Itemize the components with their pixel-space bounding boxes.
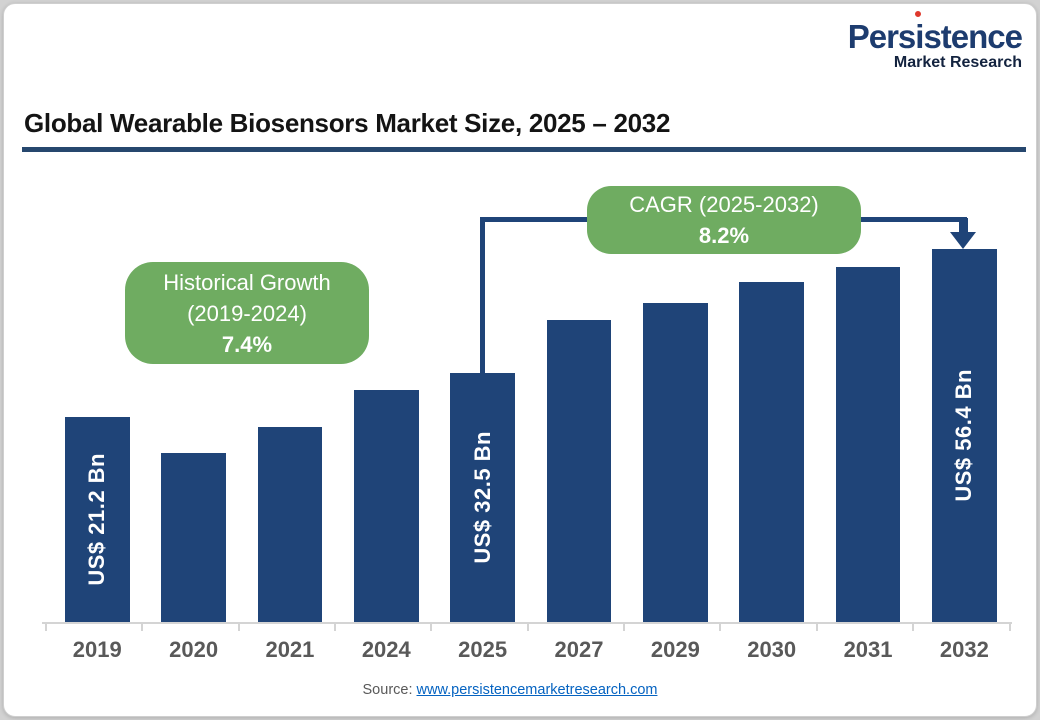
- cagr-callout: CAGR (2025-2032) 8.2%: [587, 186, 861, 254]
- x-axis-label-2019: 2019: [72, 637, 122, 662]
- bar-2020: [161, 453, 226, 622]
- persistence-market-research-logo: Pers istence Market Research: [848, 11, 1023, 71]
- bar-value-label-2019: US$ 21.2 Bn: [84, 453, 110, 586]
- bar-chart: Historical Growth (2019-2024) 7.4% CAGR …: [4, 4, 1036, 716]
- x-axis-label-2031: 2031: [843, 637, 893, 662]
- source-prefix: Source:: [362, 682, 417, 698]
- historical-growth-value: 7.4%: [221, 331, 273, 357]
- x-axis-label-2029: 2029: [650, 637, 700, 662]
- chart-card: Pers istence Market Research Global Weara…: [3, 3, 1037, 717]
- x-axis-tick: [719, 624, 722, 631]
- x-axis-label-2024: 2024: [361, 637, 411, 662]
- page-title: Global Wearable Biosensors Market Size, …: [24, 108, 671, 138]
- x-axis-label-2030: 2030: [747, 637, 797, 662]
- x-axis-tick: [430, 624, 433, 631]
- logo-red-dot-icon: [915, 11, 922, 17]
- bar-2024: [354, 390, 419, 622]
- x-axis-line: [42, 622, 1012, 624]
- bar-value-label-2025: US$ 32.5 Bn: [469, 431, 495, 564]
- x-axis-label-2021: 2021: [265, 637, 315, 662]
- x-axis-label-2020: 2020: [169, 637, 219, 662]
- historical-growth-callout: Historical Growth (2019-2024) 7.4%: [125, 262, 369, 364]
- x-axis-tick: [623, 624, 626, 631]
- bar-2021: [257, 427, 323, 622]
- cagr-connector-right-stem: [959, 218, 968, 234]
- x-axis-label-2032: 2032: [939, 637, 989, 662]
- x-axis-tick: [912, 624, 915, 631]
- historical-growth-line2: (2019-2024): [187, 300, 307, 326]
- bar-value-label-2032: US$ 56.4 Bn: [951, 369, 977, 502]
- historical-growth-line1: Historical Growth: [163, 269, 331, 295]
- x-axis-label-2027: 2027: [554, 637, 604, 662]
- bar-2030: [739, 282, 804, 622]
- x-axis-tick: [141, 624, 144, 631]
- x-axis-tick: [526, 624, 529, 631]
- bar-2019: US$ 21.2 Bn: [65, 417, 130, 622]
- source-line: Source: www.persistencemarketresearch.co…: [4, 682, 1030, 698]
- source-link[interactable]: www.persistencemarketresearch.com: [416, 682, 658, 698]
- x-axis-tick: [45, 624, 47, 631]
- logo-subtitle: Market Research: [893, 54, 1022, 71]
- bar-2029: [643, 303, 708, 622]
- x-axis-label-2025: 2025: [458, 637, 508, 662]
- bar-2025: US$ 32.5 Bn: [450, 373, 515, 622]
- cagr-line1: CAGR (2025-2032): [629, 192, 819, 217]
- cagr-connector-left-line: [480, 218, 485, 374]
- logo-brand-text: Pers istence: [848, 11, 1023, 53]
- x-axis-tick: [1008, 624, 1011, 631]
- x-axis-tick: [237, 624, 240, 631]
- cagr-value: 8.2%: [698, 223, 750, 248]
- title-underline: [22, 147, 1026, 152]
- bar-2032: US$ 56.4 Bn: [932, 249, 997, 622]
- bar-2027: [546, 320, 612, 622]
- x-axis-tick: [334, 624, 337, 631]
- arrow-down-icon: [950, 232, 976, 249]
- x-axis-tick: [815, 624, 818, 631]
- bar-2031: [835, 267, 901, 622]
